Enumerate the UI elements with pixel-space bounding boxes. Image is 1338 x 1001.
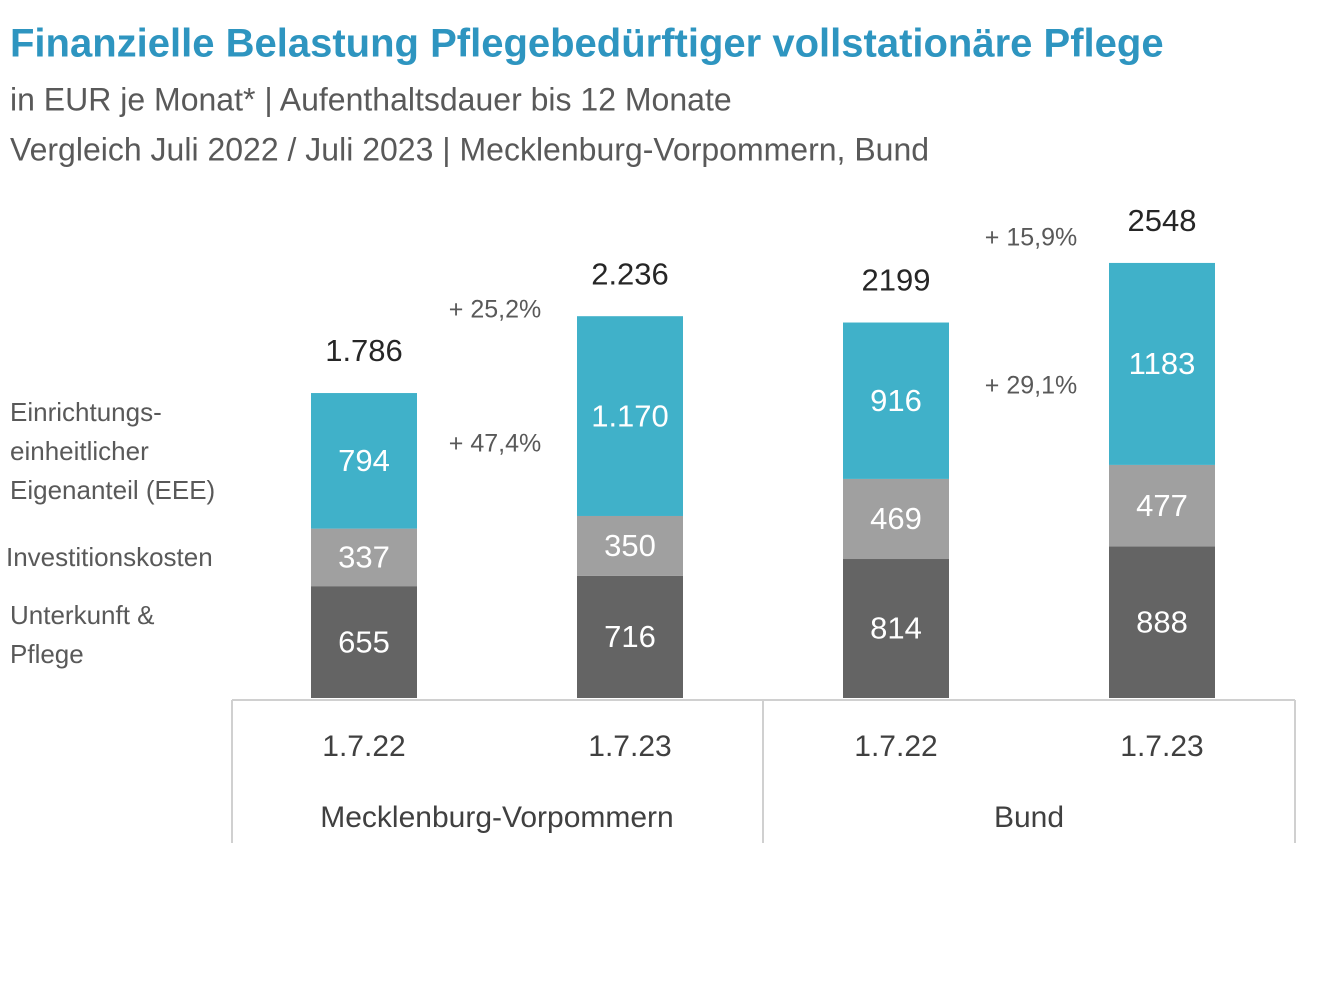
value-label: 814 [870,611,922,646]
bar-segment [843,478,949,560]
bar-segment [577,316,683,516]
subtitle: Vergleich Juli 2022 / Juli 2023 | Meckle… [10,131,929,167]
value-label: 337 [338,540,390,575]
bar-segment [843,322,949,479]
x-tick-label: 1.7.23 [1120,730,1203,763]
total-label: 2199 [862,263,931,298]
x-tick-label: 1.7.22 [322,730,405,763]
annotation: + 47,4% [449,430,541,458]
annotation: + 29,1% [985,372,1077,400]
group-label: Bund [994,801,1064,834]
annotation: + 15,9% [985,224,1077,252]
value-label: 655 [338,624,390,659]
value-label: 888 [1136,604,1188,639]
bar-segment [577,575,683,698]
x-tick-label: 1.7.22 [854,730,937,763]
bar-segment [1109,262,1215,465]
legend-label: Unterkunft & Pflege [10,600,155,669]
bar-segment [311,586,417,698]
subtitle: in EUR je Monat* | Aufenthaltsdauer bis … [10,81,732,117]
value-label: 477 [1136,488,1188,523]
total-label: 2548 [1128,203,1197,238]
x-tick-label: 1.7.23 [588,730,671,763]
value-label: 1.170 [591,398,669,433]
value-label: 794 [338,443,390,478]
legend-label: Einrichtungs-einheitlicher Eigenanteil (… [10,397,216,505]
annotation: + 25,2% [449,296,541,324]
group-label: Mecklenburg-Vorpommern [320,801,673,834]
legend-label: Investitionskosten [6,542,213,572]
total-label: 2.236 [591,256,669,291]
value-label: 350 [604,528,656,563]
bar-segment [311,528,417,587]
bar-segment [311,393,417,529]
value-label: 716 [604,619,656,654]
bar-segment [577,515,683,576]
bar-segment [1109,546,1215,698]
bar-segment [843,559,949,698]
total-label: 1.786 [325,333,403,368]
value-label: 469 [870,501,922,536]
value-label: 916 [870,383,922,418]
chart-title: Finanzielle Belastung Pflegebedürftiger … [10,22,1164,66]
bar-segment [1109,464,1215,547]
value-label: 1183 [1129,346,1196,381]
